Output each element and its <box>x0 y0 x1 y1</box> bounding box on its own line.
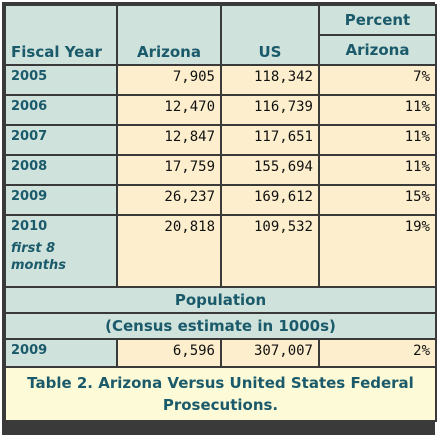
population-subtitle: (Census estimate in 1000s) <box>6 314 435 338</box>
year-cell: 2006 <box>6 96 116 124</box>
prosecutions-table: Fiscal Year Arizona US Percent Arizona 2… <box>4 4 437 422</box>
percent-subheader: Arizona <box>320 36 435 64</box>
year-cell: 2010 first 8 months <box>6 216 116 286</box>
table-caption: Table 2. Arizona Versus United States Fe… <box>6 368 435 420</box>
arizona-cell: 26,237 <box>118 186 220 214</box>
arizona-cell: 17,759 <box>118 156 220 184</box>
table-row: 2008 17,759 155,694 11% <box>6 156 435 184</box>
table-row: 2009 6,596 307,007 2% <box>6 340 435 366</box>
fiscal-year-header: Fiscal Year <box>6 6 116 64</box>
us-cell: 109,532 <box>222 216 318 286</box>
year-cell: 2008 <box>6 156 116 184</box>
arizona-cell: 12,847 <box>118 126 220 154</box>
table-row: 2009 26,237 169,612 15% <box>6 186 435 214</box>
year-note: first 8 months <box>11 241 66 273</box>
percent-cell: 7% <box>320 66 435 94</box>
arizona-header: Arizona <box>118 6 220 64</box>
percent-cell: 11% <box>320 126 435 154</box>
us-cell: 117,651 <box>222 126 318 154</box>
percent-cell: 2% <box>320 340 435 366</box>
year-cell: 2005 <box>6 66 116 94</box>
table-row: 2005 7,905 118,342 7% <box>6 66 435 94</box>
us-cell: 169,612 <box>222 186 318 214</box>
us-cell: 116,739 <box>222 96 318 124</box>
us-cell: 307,007 <box>222 340 318 366</box>
percent-cell: 11% <box>320 156 435 184</box>
percent-header: Percent <box>320 6 435 34</box>
arizona-cell: 12,470 <box>118 96 220 124</box>
table-row: 2006 12,470 116,739 11% <box>6 96 435 124</box>
percent-cell: 15% <box>320 186 435 214</box>
table-row: 2010 first 8 months 20,818 109,532 19% <box>6 216 435 286</box>
arizona-cell: 6,596 <box>118 340 220 366</box>
us-cell: 118,342 <box>222 66 318 94</box>
us-cell: 155,694 <box>222 156 318 184</box>
year-cell: 2007 <box>6 126 116 154</box>
year-label: 2010 <box>11 219 48 234</box>
percent-cell: 11% <box>320 96 435 124</box>
year-cell: 2009 <box>6 340 116 366</box>
arizona-cell: 20,818 <box>118 216 220 286</box>
us-header: US <box>222 6 318 64</box>
percent-cell: 19% <box>320 216 435 286</box>
year-cell: 2009 <box>6 186 116 214</box>
arizona-cell: 7,905 <box>118 66 220 94</box>
population-title: Population <box>6 288 435 312</box>
table-row: 2007 12,847 117,651 11% <box>6 126 435 154</box>
